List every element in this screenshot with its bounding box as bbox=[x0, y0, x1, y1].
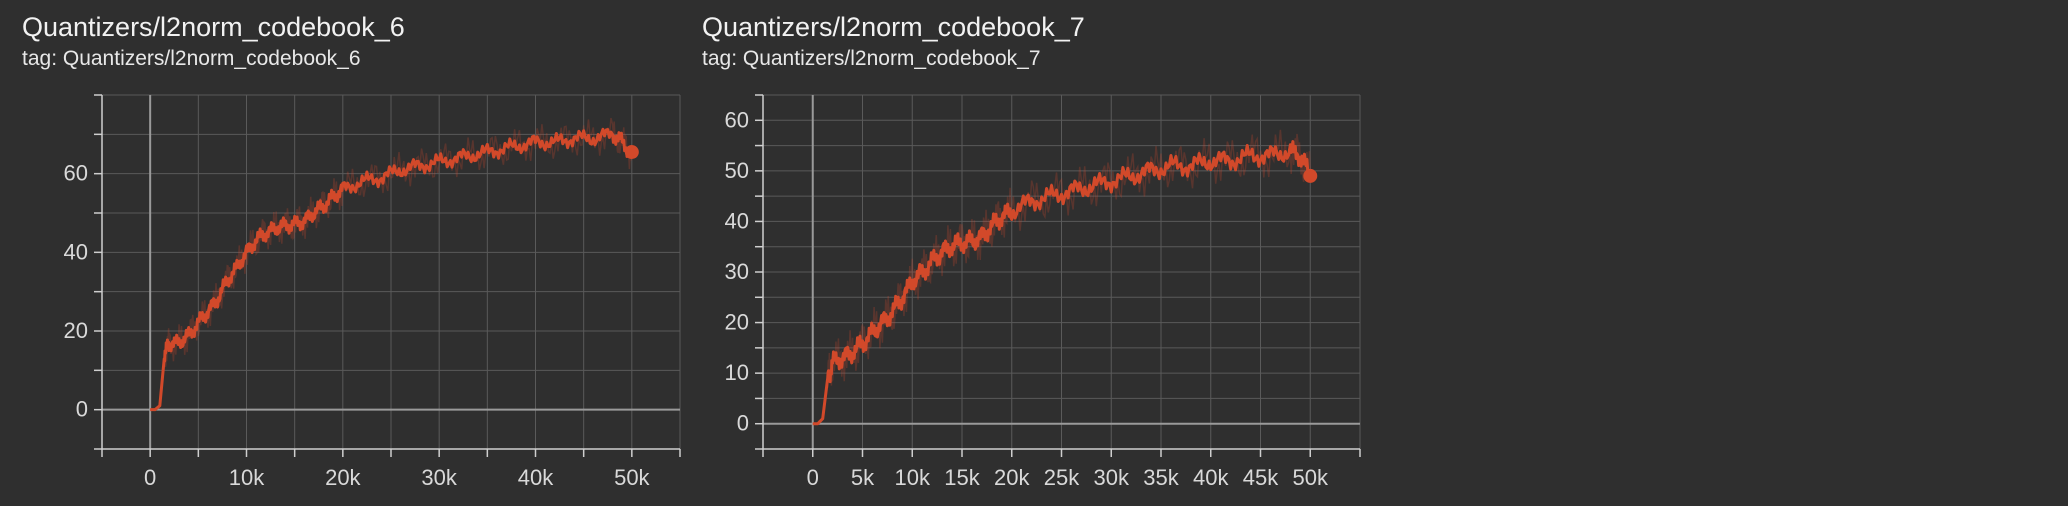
y-tick-label: 30 bbox=[725, 259, 749, 284]
y-tick-label: 40 bbox=[725, 208, 749, 233]
x-tick-label: 30k bbox=[1094, 465, 1130, 490]
chart-title: Quantizers/l2norm_codebook_7 bbox=[702, 12, 1085, 42]
x-tick-label: 25k bbox=[1044, 465, 1080, 490]
y-tick-label: 0 bbox=[737, 411, 749, 436]
y-tick-label: 50 bbox=[725, 158, 749, 183]
x-tick-label: 50k bbox=[1293, 465, 1329, 490]
y-tick-label: 10 bbox=[725, 360, 749, 385]
x-tick-label: 45k bbox=[1243, 465, 1279, 490]
y-tick-label: 60 bbox=[725, 107, 749, 132]
x-tick-label: 35k bbox=[1143, 465, 1179, 490]
x-tick-label: 40k bbox=[518, 465, 554, 490]
y-tick-label: 20 bbox=[725, 310, 749, 335]
x-tick-label: 20k bbox=[325, 465, 361, 490]
y-tick-label: 20 bbox=[64, 318, 88, 343]
x-tick-label: 5k bbox=[851, 465, 875, 490]
y-tick-label: 60 bbox=[64, 161, 88, 186]
y-tick-label: 0 bbox=[76, 397, 88, 422]
line-chart-codebook-7: 0 10 20 30 40 50 60 0 5k 10k 15k 20k 25k 30k 35k 40k 45k… bbox=[725, 94, 1361, 490]
chart-card-codebook-7: Quantizers/l2norm_codebook_7 tag: Quanti… bbox=[680, 0, 1370, 506]
series-end-point bbox=[1303, 168, 1318, 183]
x-tick-label: 30k bbox=[421, 465, 457, 490]
x-tick-label: 10k bbox=[895, 465, 931, 490]
series-line bbox=[811, 140, 1312, 426]
x-tick-label: 20k bbox=[994, 465, 1030, 490]
x-tick-label: 10k bbox=[229, 465, 265, 490]
x-tick-label: 0 bbox=[144, 465, 156, 490]
x-tick-label: 40k bbox=[1193, 465, 1229, 490]
series-line bbox=[149, 127, 634, 412]
chart-card-codebook-6: Quantizers/l2norm_codebook_6 tag: Quanti… bbox=[0, 0, 690, 506]
x-tick-label: 50k bbox=[614, 465, 650, 490]
line-chart-codebook-6: 0 20 40 60 0 10k 20k 30k 40k 50k bbox=[64, 94, 681, 490]
x-tick-label: 15k bbox=[944, 465, 980, 490]
grid bbox=[101, 94, 681, 450]
chart-title: Quantizers/l2norm_codebook_6 bbox=[22, 12, 405, 42]
series-end-point bbox=[624, 145, 639, 160]
chart-tag: tag: Quantizers/l2norm_codebook_6 bbox=[22, 47, 361, 70]
y-tick-label: 40 bbox=[64, 239, 88, 264]
x-tick-label: 0 bbox=[807, 465, 819, 490]
chart-tag: tag: Quantizers/l2norm_codebook_7 bbox=[702, 47, 1041, 70]
